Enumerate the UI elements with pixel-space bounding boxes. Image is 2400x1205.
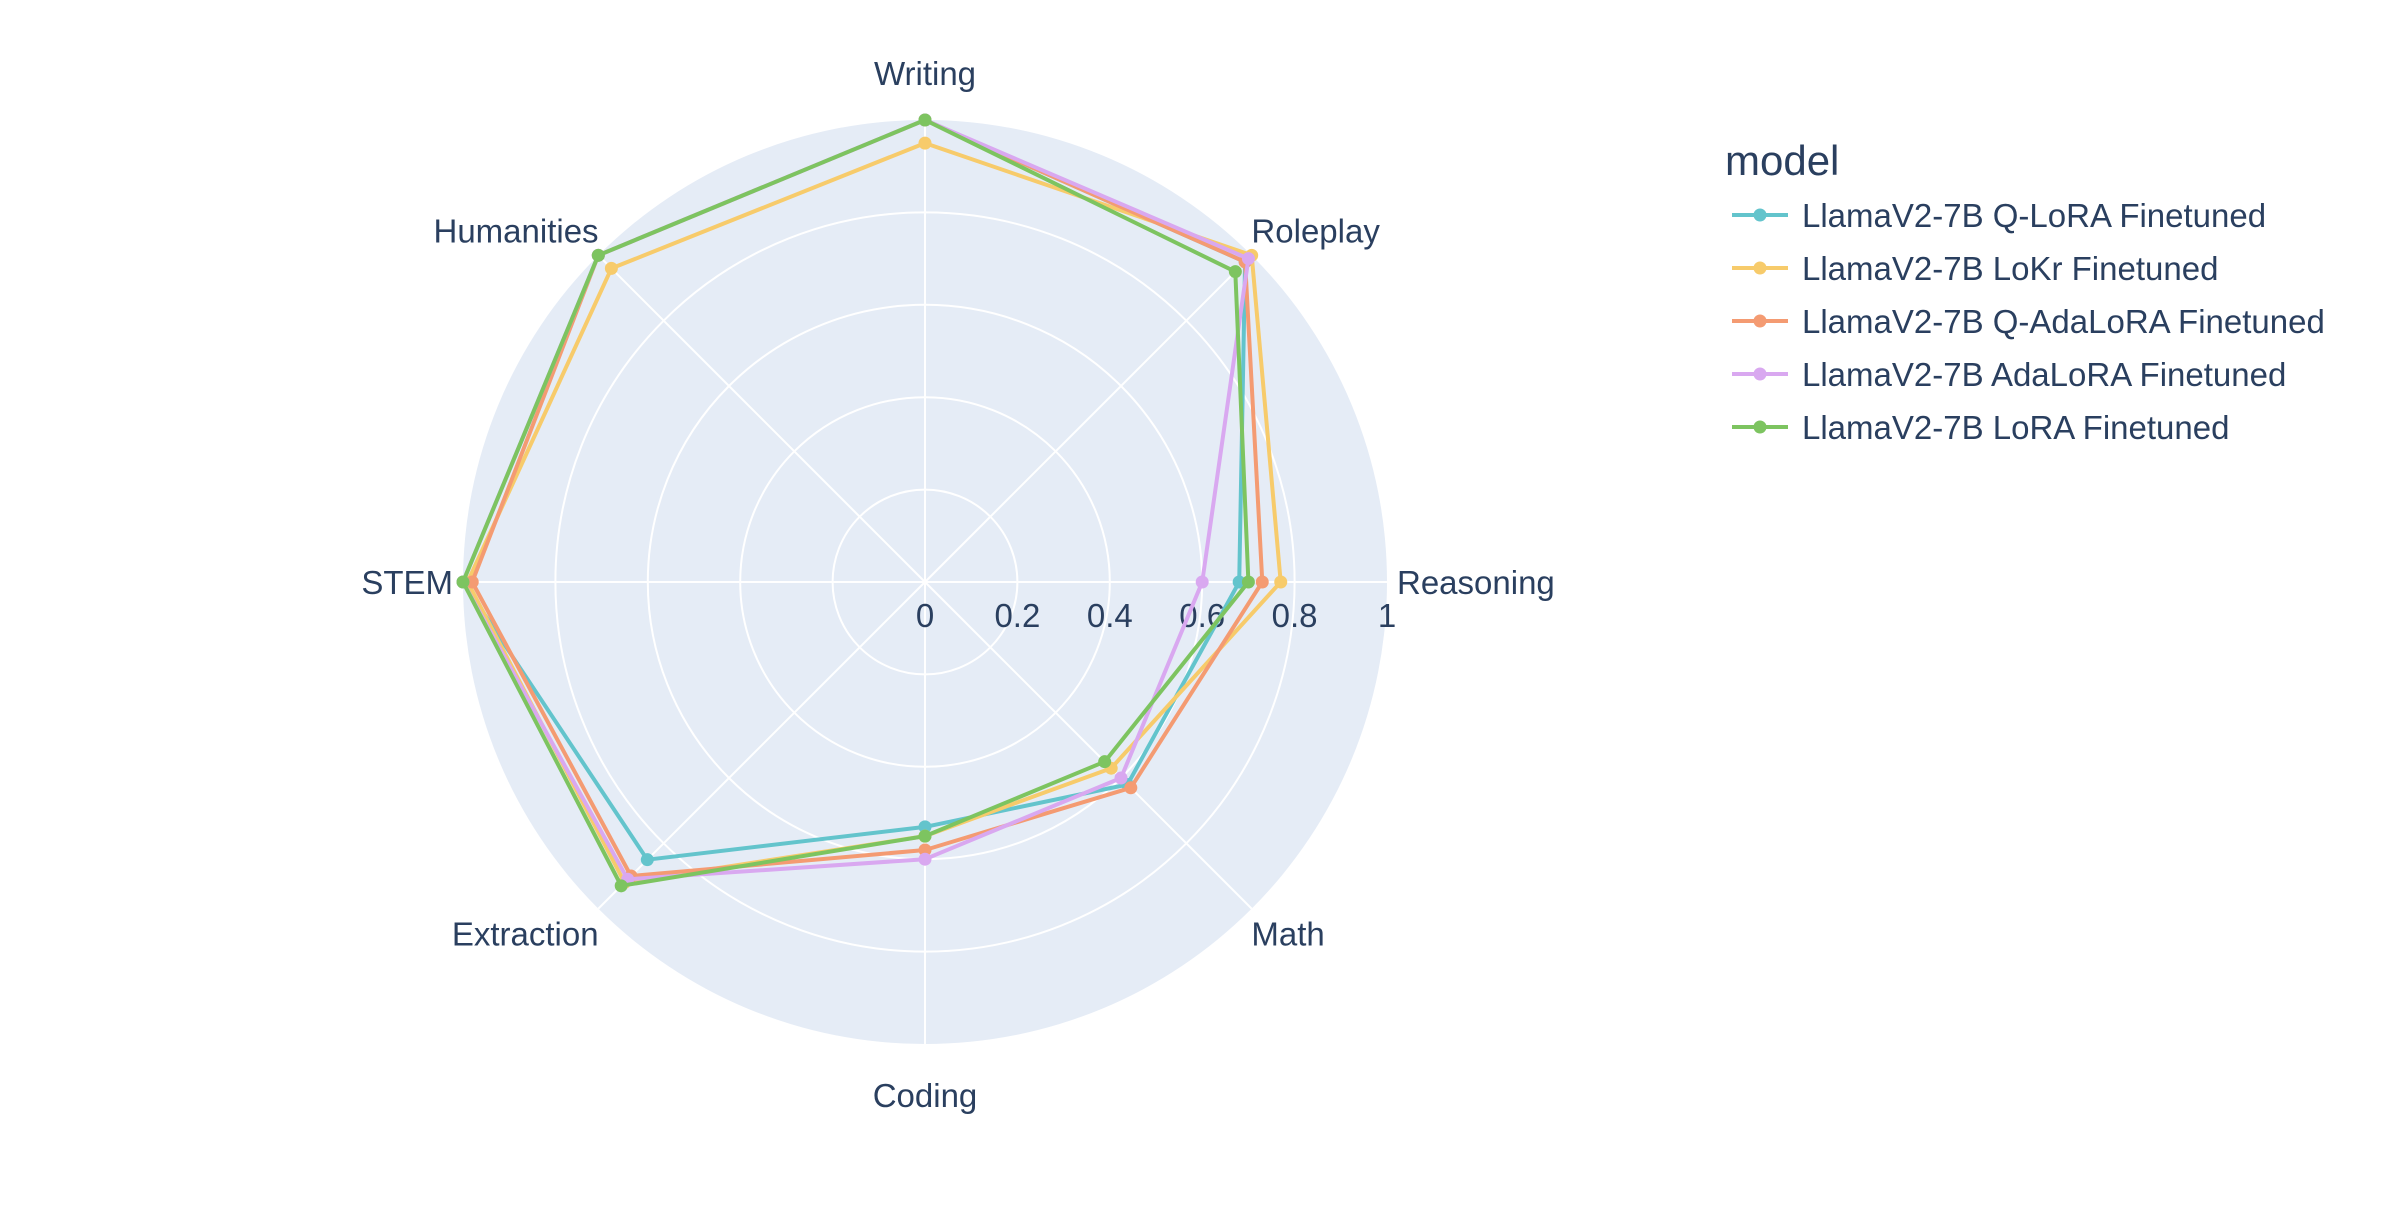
radial-tick-label: 0: [916, 597, 934, 634]
legend-swatch-marker: [1753, 208, 1767, 222]
radial-tick-label: 0.4: [1087, 597, 1133, 634]
radial-tick-label: 0.6: [1179, 597, 1225, 634]
series-layer: [456, 113, 1288, 893]
series-point: [1232, 575, 1246, 589]
legend-swatch-marker: [1753, 261, 1767, 275]
legend-swatch-marker: [1753, 314, 1767, 328]
series-point: [465, 575, 479, 589]
legend: model LlamaV2-7B Q-LoRA Finetuned LlamaV2…: [1725, 137, 2325, 446]
series-point: [1124, 781, 1138, 795]
legend-item: LlamaV2-7B AdaLoRA Finetuned: [1732, 356, 2286, 393]
radial-tick-label: 0.2: [994, 597, 1040, 634]
axis-label-reasoning: Reasoning: [1397, 564, 1555, 601]
series-point: [918, 843, 932, 857]
series-point: [1241, 252, 1255, 266]
grid-spoke: [597, 581, 926, 910]
legend-title: model: [1725, 137, 1839, 184]
radial-tick-label: 1: [1378, 597, 1396, 634]
series-point: [591, 248, 605, 262]
angular-axis-labels: Writing Roleplay Reasoning Math Coding Extrac…: [361, 55, 1554, 1114]
legend-label: LlamaV2-7B LoRA Finetuned: [1802, 409, 2229, 446]
series-point: [918, 820, 932, 834]
series-point: [1114, 771, 1128, 785]
series-point: [1195, 575, 1209, 589]
axis-label-math: Math: [1251, 915, 1324, 952]
legend-label: LlamaV2-7B LoKr Finetuned: [1802, 250, 2218, 287]
axis-label-humanities: Humanities: [433, 213, 598, 250]
series-point: [614, 879, 628, 893]
radial-tick-label: 0.8: [1272, 597, 1318, 634]
axis-label-extraction: Extraction: [452, 915, 599, 952]
series-point: [918, 829, 932, 843]
series-point: [918, 852, 932, 866]
grid-spoke: [924, 254, 1253, 583]
series-point: [456, 575, 470, 589]
legend-swatch-marker: [1753, 367, 1767, 381]
legend-item: LlamaV2-7B Q-AdaLoRA Finetuned: [1732, 303, 2325, 340]
legend-label: LlamaV2-7B AdaLoRA Finetuned: [1802, 356, 2286, 393]
legend-label: LlamaV2-7B Q-AdaLoRA Finetuned: [1802, 303, 2325, 340]
grid-spoke: [924, 581, 1253, 910]
legend-item: LlamaV2-7B LoKr Finetuned: [1732, 250, 2218, 287]
series-point: [918, 113, 932, 127]
series-point: [1255, 575, 1269, 589]
axis-label-writing: Writing: [874, 55, 976, 92]
series-point: [1098, 755, 1112, 769]
series-point: [1274, 575, 1288, 589]
series-point: [1241, 575, 1255, 589]
series-group: [456, 113, 1255, 893]
series-point: [1228, 265, 1242, 279]
legend-item: LlamaV2-7B Q-LoRA Finetuned: [1732, 197, 2266, 234]
radial-tick-labels: 0 0.2 0.4 0.6 0.8 1: [916, 597, 1396, 634]
series-point: [640, 853, 654, 867]
axis-label-roleplay: Roleplay: [1251, 213, 1380, 250]
legend-swatch-marker: [1753, 420, 1767, 434]
legend-item: LlamaV2-7B LoRA Finetuned: [1732, 409, 2229, 446]
grid-spoke: [597, 254, 926, 583]
axis-label-coding: Coding: [873, 1077, 978, 1114]
series-point: [604, 261, 618, 275]
axis-label-stem: STEM: [361, 564, 453, 601]
legend-label: LlamaV2-7B Q-LoRA Finetuned: [1802, 197, 2266, 234]
series-point: [918, 136, 932, 150]
